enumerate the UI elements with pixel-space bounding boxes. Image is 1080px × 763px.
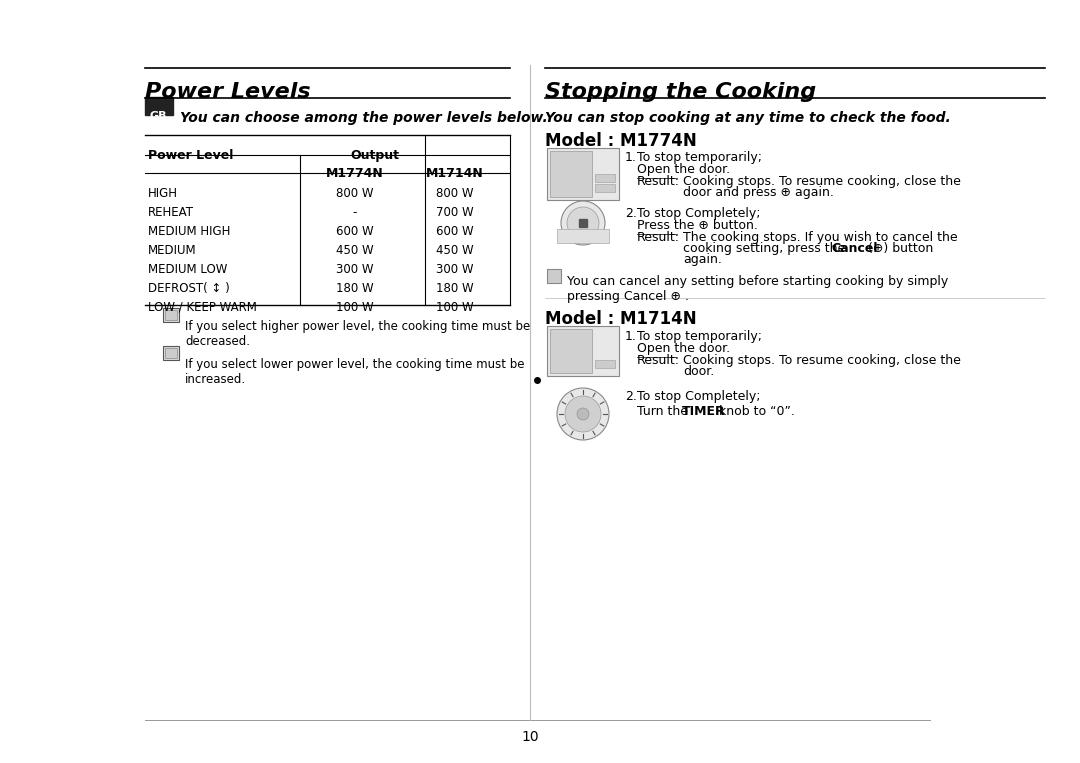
Text: 450 W: 450 W xyxy=(436,244,474,257)
Text: 2.: 2. xyxy=(625,390,637,403)
Text: You can stop cooking at any time to check the food.: You can stop cooking at any time to chec… xyxy=(545,111,950,125)
Circle shape xyxy=(561,201,605,245)
Text: cooking setting, press the: cooking setting, press the xyxy=(683,242,849,255)
Text: 600 W: 600 W xyxy=(336,225,374,238)
Text: 1.: 1. xyxy=(625,151,637,164)
Bar xyxy=(550,329,592,373)
Bar xyxy=(550,151,592,197)
Text: Model : M1714N: Model : M1714N xyxy=(545,310,697,328)
Text: door.: door. xyxy=(683,365,714,378)
Text: The cooking stops. If you wish to cancel the: The cooking stops. If you wish to cancel… xyxy=(683,231,958,244)
Text: Result:: Result: xyxy=(637,231,680,244)
Bar xyxy=(145,97,173,115)
Circle shape xyxy=(567,207,599,239)
Text: DEFROST( ↕ ): DEFROST( ↕ ) xyxy=(148,282,230,295)
Text: GB: GB xyxy=(149,111,166,121)
Text: Cancel: Cancel xyxy=(831,242,877,255)
Text: LOW / KEEP WARM: LOW / KEEP WARM xyxy=(148,301,257,314)
Circle shape xyxy=(577,408,589,420)
Text: You can choose among the power levels below.: You can choose among the power levels be… xyxy=(180,111,548,125)
Text: 100 W: 100 W xyxy=(436,301,474,314)
Text: Result:: Result: xyxy=(637,354,680,367)
Text: Press the ⊕ button.: Press the ⊕ button. xyxy=(637,219,758,232)
Text: Open the door.: Open the door. xyxy=(637,163,730,176)
Text: REHEAT: REHEAT xyxy=(148,206,194,219)
Text: knob to “0”.: knob to “0”. xyxy=(715,405,795,418)
Bar xyxy=(595,360,615,368)
Text: TIMER: TIMER xyxy=(681,405,726,418)
Bar xyxy=(595,174,615,182)
Text: 600 W: 600 W xyxy=(436,225,474,238)
Bar xyxy=(557,229,609,243)
Text: To stop Completely;: To stop Completely; xyxy=(637,390,760,403)
Text: Cooking stops. To resume cooking, close the: Cooking stops. To resume cooking, close … xyxy=(683,175,961,188)
Text: 450 W: 450 W xyxy=(336,244,374,257)
Text: 180 W: 180 W xyxy=(436,282,474,295)
Circle shape xyxy=(565,396,600,432)
Text: again.: again. xyxy=(683,253,721,266)
Text: 2.: 2. xyxy=(625,207,637,220)
Bar xyxy=(165,348,177,358)
Text: M1774N: M1774N xyxy=(326,167,383,180)
Text: Model : M1774N: Model : M1774N xyxy=(545,132,697,150)
Text: HIGH: HIGH xyxy=(148,187,178,200)
Bar xyxy=(163,346,179,360)
Text: MEDIUM: MEDIUM xyxy=(148,244,197,257)
Text: (⊕) button: (⊕) button xyxy=(868,242,933,255)
Text: door and press ⊕ again.: door and press ⊕ again. xyxy=(683,186,834,199)
Text: 800 W: 800 W xyxy=(436,187,474,200)
Text: Result:: Result: xyxy=(637,175,680,188)
Text: Open the door.: Open the door. xyxy=(637,342,730,355)
Text: 100 W: 100 W xyxy=(336,301,374,314)
Text: If you select lower power level, the cooking time must be
increased.: If you select lower power level, the coo… xyxy=(185,358,525,386)
Bar xyxy=(163,308,179,322)
Text: 300 W: 300 W xyxy=(336,263,374,276)
Text: Output: Output xyxy=(351,149,400,162)
Text: 1.: 1. xyxy=(625,330,637,343)
Text: Power Levels: Power Levels xyxy=(145,82,311,102)
Text: 180 W: 180 W xyxy=(336,282,374,295)
Bar xyxy=(165,310,177,320)
Circle shape xyxy=(557,388,609,440)
Text: 700 W: 700 W xyxy=(436,206,474,219)
Text: 800 W: 800 W xyxy=(336,187,374,200)
Text: Power Level: Power Level xyxy=(148,149,233,162)
Text: 300 W: 300 W xyxy=(436,263,474,276)
Bar xyxy=(546,269,561,283)
Text: Stopping the Cooking: Stopping the Cooking xyxy=(545,82,816,102)
Text: To stop Completely;: To stop Completely; xyxy=(637,207,760,220)
Text: -: - xyxy=(353,206,357,219)
Text: If you select higher power level, the cooking time must be
decreased.: If you select higher power level, the co… xyxy=(185,320,530,348)
Text: Cooking stops. To resume cooking, close the: Cooking stops. To resume cooking, close … xyxy=(683,354,961,367)
Bar xyxy=(546,326,619,376)
Bar xyxy=(595,184,615,192)
Text: MEDIUM HIGH: MEDIUM HIGH xyxy=(148,225,230,238)
Text: MEDIUM LOW: MEDIUM LOW xyxy=(148,263,228,276)
Bar xyxy=(546,148,619,200)
Text: To stop temporarily;: To stop temporarily; xyxy=(637,151,762,164)
Text: You can cancel any setting before starting cooking by simply
pressing Cancel ⊕ .: You can cancel any setting before starti… xyxy=(567,275,948,303)
Text: Turn the: Turn the xyxy=(637,405,692,418)
Text: M1714N: M1714N xyxy=(427,167,484,180)
Text: To stop temporarily;: To stop temporarily; xyxy=(637,330,762,343)
Text: 10: 10 xyxy=(522,730,539,744)
